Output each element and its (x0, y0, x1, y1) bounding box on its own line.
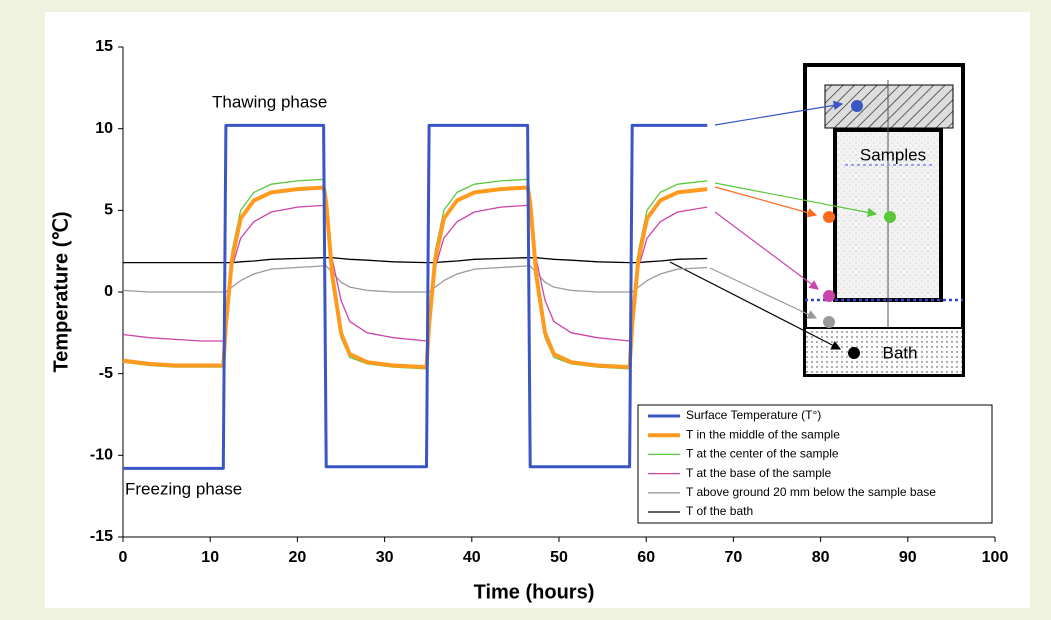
legend-label: T at the center of the sample (686, 447, 839, 461)
series-line (122, 185, 708, 370)
legend-label: T above ground 20 mm below the sample ba… (686, 485, 936, 499)
x-tick-label: 70 (725, 549, 743, 566)
annotation: Freezing phase (125, 479, 242, 498)
x-tick-label: 90 (899, 549, 917, 566)
x-tick-label: 100 (982, 549, 1009, 566)
x-tick-label: 30 (376, 549, 394, 566)
x-tick-label: 0 (119, 549, 128, 566)
annotation: Samples (860, 145, 926, 164)
annotation: Bath (883, 343, 918, 362)
legend: Surface Temperature (T°) T in the middle … (637, 404, 993, 524)
y-tick-label: 0 (104, 283, 113, 300)
x-tick-label: 80 (812, 549, 830, 566)
y-tick-label: -5 (99, 365, 113, 382)
legend-box (637, 404, 993, 524)
x-tick-label: 10 (201, 549, 219, 566)
y-tick-label: -15 (90, 528, 113, 545)
x-tick-label: 50 (550, 549, 568, 566)
annotation: Thawing phase (212, 92, 327, 111)
y-axis-title: Temperature (℃) (50, 211, 72, 372)
diagram: Samples Bath (669, 63, 965, 377)
series-line (123, 123, 708, 470)
legend-label: T in the middle of the sample (686, 427, 840, 441)
x-tick-label: 60 (637, 549, 655, 566)
legend-label: Surface Temperature (T°) (686, 408, 821, 422)
x-axis-title: Time (hours) (474, 581, 595, 603)
y-tick-label: 5 (104, 202, 113, 219)
x-tick-label: 20 (289, 549, 307, 566)
legend-label: T of the bath (686, 504, 753, 518)
y-tick-label: 15 (95, 38, 113, 55)
y-tick-label: 10 (95, 120, 113, 137)
x-tick-label: 40 (463, 549, 481, 566)
legend-label: T at the base of the sample (686, 466, 832, 480)
y-tick-label: -10 (90, 447, 113, 464)
